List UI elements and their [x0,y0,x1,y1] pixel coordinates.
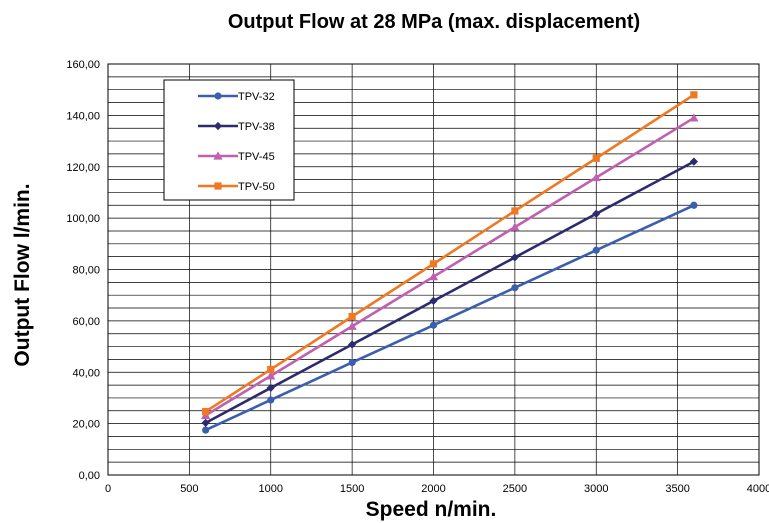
data-point [348,312,356,321]
data-point [214,182,222,190]
legend-box [163,79,295,201]
y-tick-label: 120,00 [66,162,100,174]
x-tick-label: 1000 [259,483,283,495]
data-point [510,253,519,262]
data-point [690,201,698,209]
x-axis-ticks: 0 500 1000 1500 2000 2500 3000 3500 4000 [105,483,769,495]
y-tick-label: 0,00 [79,470,100,482]
y-axis-label: Output Flow l/min. [11,183,34,366]
grid [107,63,760,476]
y-tick-label: 80,00 [72,265,100,277]
x-tick-label: 1500 [340,483,364,495]
legend: TPV-32 TPV-38 TPV-45 TPV-50 [163,79,295,201]
data-point [267,396,275,404]
data-point [689,157,698,166]
data-point [510,222,520,231]
data-point [591,172,601,182]
data-point [266,371,276,380]
data-point [348,358,356,367]
y-tick-label: 140,00 [66,110,100,122]
data-point [428,272,439,281]
x-tick-label: 4000 [747,483,769,495]
legend-item: TPV-32 [198,91,275,103]
data-point [202,426,210,434]
data-point [201,418,210,427]
plot-area [107,63,760,476]
series-group [201,91,699,434]
y-tick-label: 20,00 [72,419,100,431]
x-tick-label: 3000 [584,483,608,495]
legend-label: TPV-50 [238,181,275,193]
legend-item: TPV-45 [198,151,275,163]
data-point [689,113,699,122]
x-axis-label: Speed n/min. [366,498,497,521]
x-tick-label: 3500 [665,483,689,495]
x-tick-label: 0 [105,483,111,495]
x-tick-label: 500 [180,483,198,495]
series-line [205,204,695,432]
y-tick-label: 60,00 [72,316,100,328]
data-point [213,151,223,160]
x-tick-label: 2500 [503,483,527,495]
data-point [511,284,519,292]
data-point [213,121,223,131]
data-point [592,246,600,254]
series-tpv-50 [202,91,698,416]
data-point [202,407,210,416]
legend-label: TPV-32 [238,91,275,103]
legend-label: TPV-38 [238,121,275,133]
data-point [429,296,438,305]
data-point [266,383,275,393]
y-tick-label: 100,00 [66,213,100,225]
data-point [429,321,438,329]
series-tpv-45 [201,113,699,420]
x-tick-label: 2000 [421,483,445,495]
chart-title: Output Flow at 28 MPa (max. displacement… [228,11,640,33]
y-tick-label: 160,00 [66,59,100,71]
data-point [347,321,357,330]
y-axis-ticks: 0,00 20,00 40,00 60,00 80,00 100,00 120,00 140,… [66,59,100,482]
data-point [592,209,601,218]
data-point [267,365,275,374]
data-point [592,154,600,162]
y-tick-label: 40,00 [72,367,100,379]
legend-label: TPV-45 [238,151,275,163]
data-point [429,260,438,268]
data-point [214,92,222,100]
series-tpv-38 [201,157,698,427]
legend-item: TPV-38 [198,121,275,133]
series-line [205,160,695,424]
data-point [511,207,519,215]
data-point [690,91,698,99]
data-point [348,340,357,349]
series-tpv-32 [202,201,698,434]
legend-item: TPV-50 [198,181,275,193]
